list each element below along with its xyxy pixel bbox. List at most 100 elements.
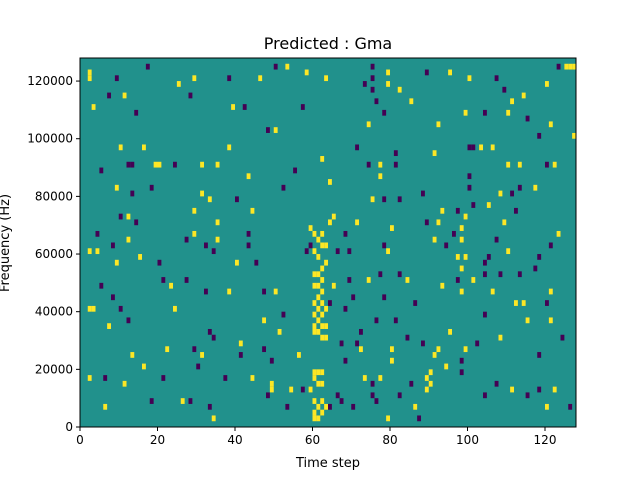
heatmap-cell — [192, 75, 197, 82]
heatmap-cell — [428, 380, 433, 387]
heatmap-cell — [215, 219, 220, 226]
heatmap-cell — [483, 109, 487, 116]
y-tick-label: 120000 — [27, 74, 73, 88]
heatmap-cell — [355, 219, 360, 226]
heatmap-cell — [463, 346, 468, 353]
heatmap-cell — [397, 86, 402, 93]
heatmap-cell — [173, 161, 177, 168]
heatmap-cell — [572, 63, 577, 70]
heatmap-cell — [320, 288, 325, 295]
heatmap-cell — [289, 386, 294, 393]
heatmap-cell — [525, 317, 530, 324]
heatmap-cell — [328, 300, 332, 306]
heatmap-cell — [211, 334, 216, 341]
heatmap-cell — [118, 144, 123, 151]
heatmap-cell — [459, 236, 464, 243]
heatmap-cell — [483, 271, 487, 278]
heatmap-cell — [324, 403, 329, 410]
y-tick-label: 80000 — [35, 189, 73, 203]
heatmap-cell — [262, 317, 267, 324]
heatmap-cell — [324, 334, 329, 341]
heatmap-cell — [548, 288, 553, 295]
heatmap-cell — [506, 109, 511, 116]
heatmap-cell — [424, 219, 429, 226]
heatmap-cell — [320, 311, 325, 318]
heatmap-cell — [494, 75, 499, 82]
heatmap-cell — [564, 63, 569, 70]
heatmap-cell — [188, 92, 193, 99]
heatmap-cell — [157, 161, 162, 168]
heatmap-cell — [312, 398, 317, 404]
heatmap-cell — [118, 305, 123, 312]
x-axis-label: Time step — [295, 456, 360, 471]
heatmap-cell — [366, 277, 371, 283]
heatmap-cell — [312, 409, 317, 416]
heatmap-cell — [409, 98, 414, 105]
heatmap-cell — [343, 305, 348, 312]
heatmap-cell — [180, 398, 185, 404]
heatmap-cell — [269, 380, 274, 387]
heatmap-cell — [455, 207, 460, 214]
heatmap-cell — [386, 248, 391, 255]
heatmap-cell — [517, 184, 522, 191]
heatmap-cell — [149, 184, 154, 191]
heatmap-cell — [393, 161, 398, 168]
heatmap-cell — [207, 403, 212, 410]
heatmap-cell — [502, 219, 507, 226]
heatmap-cell — [370, 392, 375, 399]
heatmap-cell — [370, 196, 375, 203]
heatmap-cell — [111, 294, 115, 301]
heatmap-cell — [227, 288, 232, 295]
heatmap-cell — [459, 265, 464, 272]
heatmap-cell — [118, 213, 123, 220]
heatmap-cell — [312, 271, 317, 278]
heatmap-cell — [316, 415, 321, 422]
heatmap-cell — [560, 334, 565, 341]
heatmap-cell — [157, 259, 162, 266]
heatmap-cell — [204, 242, 208, 249]
heatmap-cell — [467, 75, 472, 82]
heatmap-cell — [424, 386, 429, 393]
heatmap-cell — [548, 242, 553, 249]
heatmap-cell — [378, 271, 383, 278]
heatmap-cell — [374, 398, 379, 404]
heatmap-cell — [246, 230, 251, 237]
heatmap-cell — [568, 63, 573, 70]
heatmap-cell — [370, 63, 375, 70]
heatmap-cell — [122, 380, 127, 387]
heatmap-cell — [300, 386, 305, 393]
heatmap-cell — [246, 242, 251, 249]
heatmap-cell — [335, 392, 340, 399]
heatmap-cell — [87, 69, 92, 76]
heatmap-cell — [568, 403, 573, 410]
heatmap-cell — [87, 248, 92, 255]
heatmap-cell — [312, 415, 317, 422]
heatmap-cell — [277, 328, 282, 335]
heatmap-cell — [467, 144, 472, 151]
heatmap-cell — [382, 242, 387, 249]
heatmap-cell — [521, 92, 526, 99]
heatmap-cell — [552, 161, 557, 168]
heatmap-cell — [320, 265, 325, 272]
heatmap-cell — [417, 415, 422, 422]
heatmap-cell — [548, 121, 553, 128]
heatmap-cell — [370, 75, 375, 82]
heatmap-cell — [281, 184, 286, 191]
heatmap-cell — [215, 161, 220, 168]
heatmap-cell — [459, 369, 464, 376]
heatmap-cell — [455, 277, 460, 283]
heatmap-cell — [273, 288, 278, 295]
heatmap-cell — [428, 369, 433, 376]
heatmap-cell — [114, 75, 119, 82]
heatmap-cell — [545, 403, 549, 410]
heatmap-cell — [386, 69, 391, 76]
heatmap-cell — [382, 196, 387, 203]
heatmap-cell — [297, 352, 301, 358]
heatmap-cell — [145, 63, 150, 70]
heatmap-cell — [494, 236, 499, 243]
heatmap-cell — [285, 403, 290, 410]
heatmap-cell — [498, 271, 503, 278]
chart-title: Predicted : Gma — [264, 34, 392, 53]
heatmap-cell — [184, 277, 189, 283]
heatmap-cell — [393, 150, 398, 157]
